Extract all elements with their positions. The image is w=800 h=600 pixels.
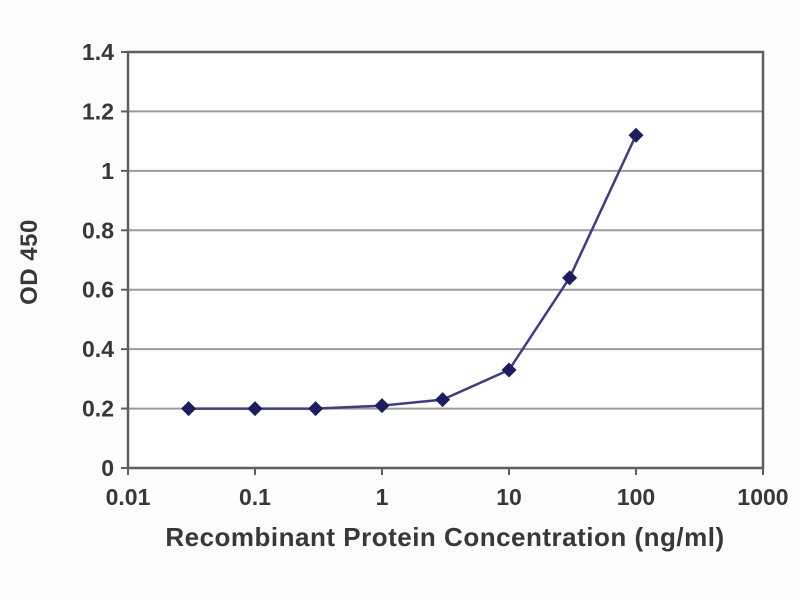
y-tick-label: 1 [101,158,114,184]
data-point-marker [562,270,578,286]
y-tick-label: 0.2 [82,396,114,422]
x-tick-label: 10 [496,484,522,510]
x-tick-label: 0.01 [106,484,151,510]
x-tick-label: 1000 [737,484,788,510]
plot-background [128,52,763,468]
data-point-marker [501,362,517,378]
x-axis-title: Recombinant Protein Concentration (ng/ml… [165,522,725,552]
y-tick-label: 0.8 [82,217,114,243]
x-tick-label: 100 [617,484,655,510]
data-point-marker [374,398,390,414]
y-tick-label: 0 [101,455,114,481]
y-tick-label: 1.4 [82,39,114,65]
data-point-marker [435,392,451,408]
y-tick-label: 1.2 [82,98,114,124]
series-line [188,134,638,410]
data-point-marker [181,401,197,417]
x-tick-label: 1 [376,484,389,510]
x-tick-label: 0.1 [239,484,271,510]
plot-frame [126,50,765,470]
data-point-marker [308,401,324,417]
data-point-marker [628,127,644,143]
y-tick-label: 0.4 [82,336,114,362]
y-tick-label: 0.6 [82,277,114,303]
data-point-marker [247,401,263,417]
